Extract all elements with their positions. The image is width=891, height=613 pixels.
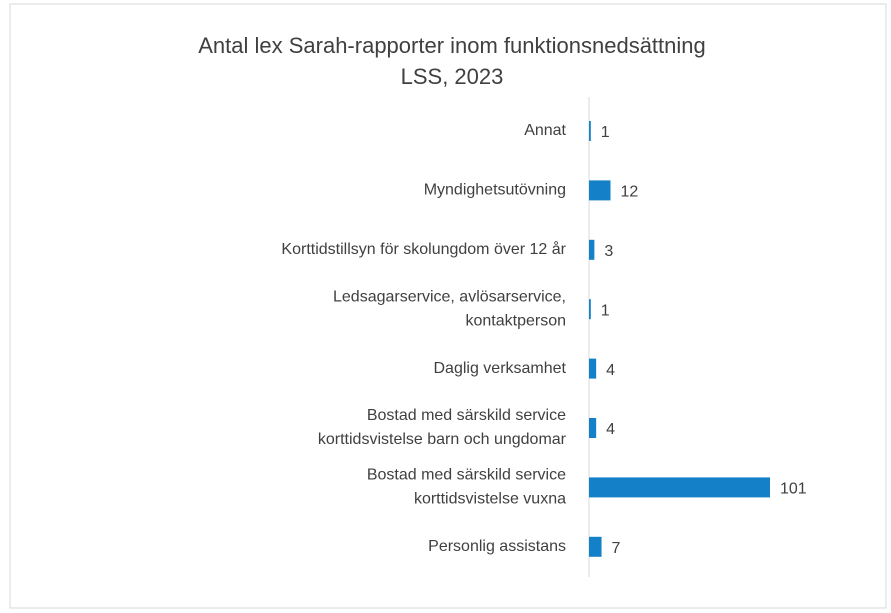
- y-tick-label: korttidsvistelse barn och ungdomar: [318, 431, 567, 448]
- bar: [589, 239, 595, 260]
- data-label: 4: [606, 421, 615, 438]
- data-label: 4: [606, 362, 615, 379]
- y-tick-label: Bostad med särskild service: [367, 467, 566, 484]
- bar: [589, 536, 602, 557]
- bar: [589, 418, 597, 438]
- chart-title: Antal lex Sarah-rapporter inom funktions…: [198, 33, 706, 58]
- chart-frame: [9, 3, 887, 609]
- y-tick-label: kontaktperson: [465, 312, 566, 329]
- data-label: 1: [601, 124, 610, 141]
- y-tick-label: korttidsvistelse vuxna: [414, 491, 566, 508]
- data-label: 12: [621, 184, 639, 201]
- y-tick-label: Korttidstillsyn för skolungdom över 12 å…: [281, 240, 566, 258]
- y-tick-label: Ledsagarservice, avlösarservice,: [333, 288, 566, 305]
- data-label: 3: [604, 243, 613, 260]
- bar: [589, 299, 591, 320]
- data-label: 1: [601, 302, 610, 319]
- chart-title: LSS, 2023: [401, 64, 504, 89]
- bar: [589, 477, 770, 498]
- y-tick-label: Myndighetsutövning: [424, 182, 566, 199]
- bar: [589, 121, 591, 141]
- bar: [589, 180, 611, 201]
- y-tick-label: Annat: [524, 122, 566, 139]
- bar: [589, 358, 597, 379]
- data-label: 7: [612, 540, 621, 557]
- y-tick-label: Daglig verksamhet: [434, 360, 567, 377]
- y-tick-label: Personlig assistans: [428, 538, 566, 555]
- y-tick-label: Bostad med särskild service: [367, 407, 566, 424]
- data-label: 101: [780, 481, 807, 498]
